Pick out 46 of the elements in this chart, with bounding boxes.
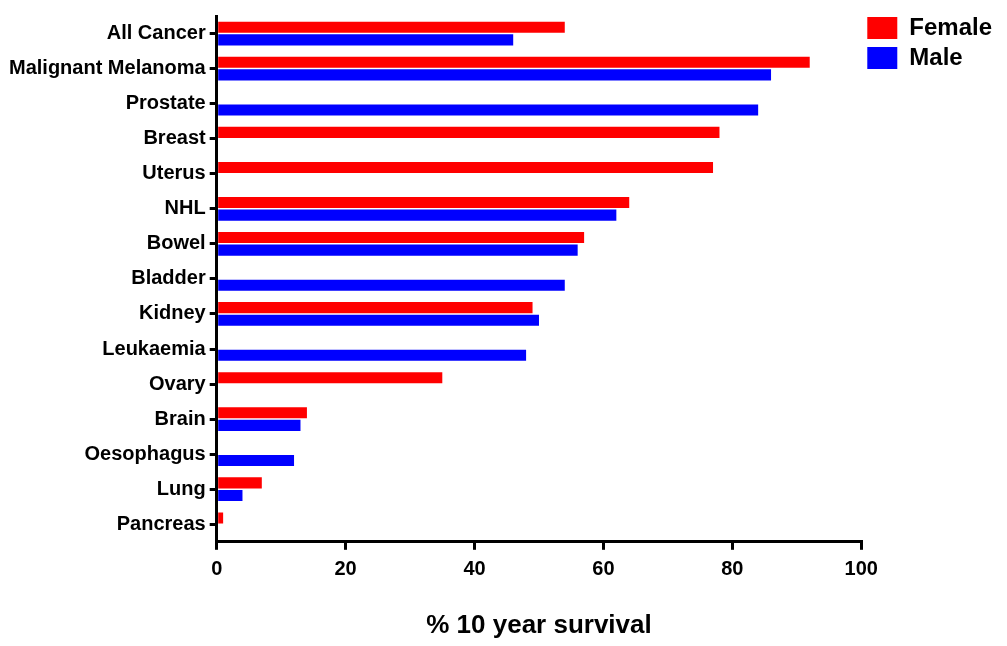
y-tick-label: Pancreas	[116, 511, 206, 534]
x-tick-label: 80	[721, 557, 744, 580]
y-tick-label: Ovary	[148, 371, 207, 394]
legend-label: Female	[909, 12, 993, 40]
y-tick-label: Malignant Melanoma	[8, 56, 207, 79]
y-tick-label: Bladder	[131, 266, 206, 289]
y-tick-label: Prostate	[125, 91, 206, 114]
y-tick-label: All Cancer	[106, 21, 206, 44]
y-tick-label: Kidney	[139, 301, 207, 324]
y-tick-label: Uterus	[142, 161, 206, 184]
bar	[218, 34, 514, 46]
x-tick-label: 60	[592, 557, 615, 580]
bar	[218, 372, 443, 384]
bar	[218, 161, 714, 173]
y-tick-label: Breast	[143, 126, 207, 149]
bar	[218, 302, 533, 314]
bar	[218, 489, 243, 502]
bar	[218, 512, 224, 524]
bar	[218, 314, 539, 326]
bar	[218, 231, 585, 244]
bar	[218, 126, 720, 138]
bar	[218, 407, 307, 419]
x-tick-label: 100	[844, 557, 878, 580]
y-tick-label: Leukaemia	[102, 336, 207, 359]
bar	[218, 454, 295, 467]
bar	[218, 419, 301, 431]
bar	[218, 477, 262, 489]
x-tick-label: 40	[463, 557, 486, 580]
x-tick-label: 20	[334, 557, 357, 580]
y-tick-label: Lung	[156, 476, 206, 499]
bar	[218, 69, 772, 81]
bar	[218, 279, 565, 291]
x-axis-title: % 10 year survival	[426, 608, 652, 639]
bar	[218, 244, 578, 256]
y-tick-label: Oesophagus	[84, 441, 206, 464]
bar	[218, 349, 527, 361]
y-tick-label: NHL	[164, 196, 206, 219]
bar	[218, 196, 630, 209]
y-tick-label: Brain	[154, 406, 206, 429]
x-tick-label: 0	[211, 557, 223, 580]
bar	[218, 104, 759, 116]
legend-label: Male	[909, 42, 963, 70]
y-tick-label: Bowel	[146, 231, 206, 254]
bar	[218, 21, 565, 33]
bar	[218, 56, 810, 68]
bar	[218, 209, 617, 221]
